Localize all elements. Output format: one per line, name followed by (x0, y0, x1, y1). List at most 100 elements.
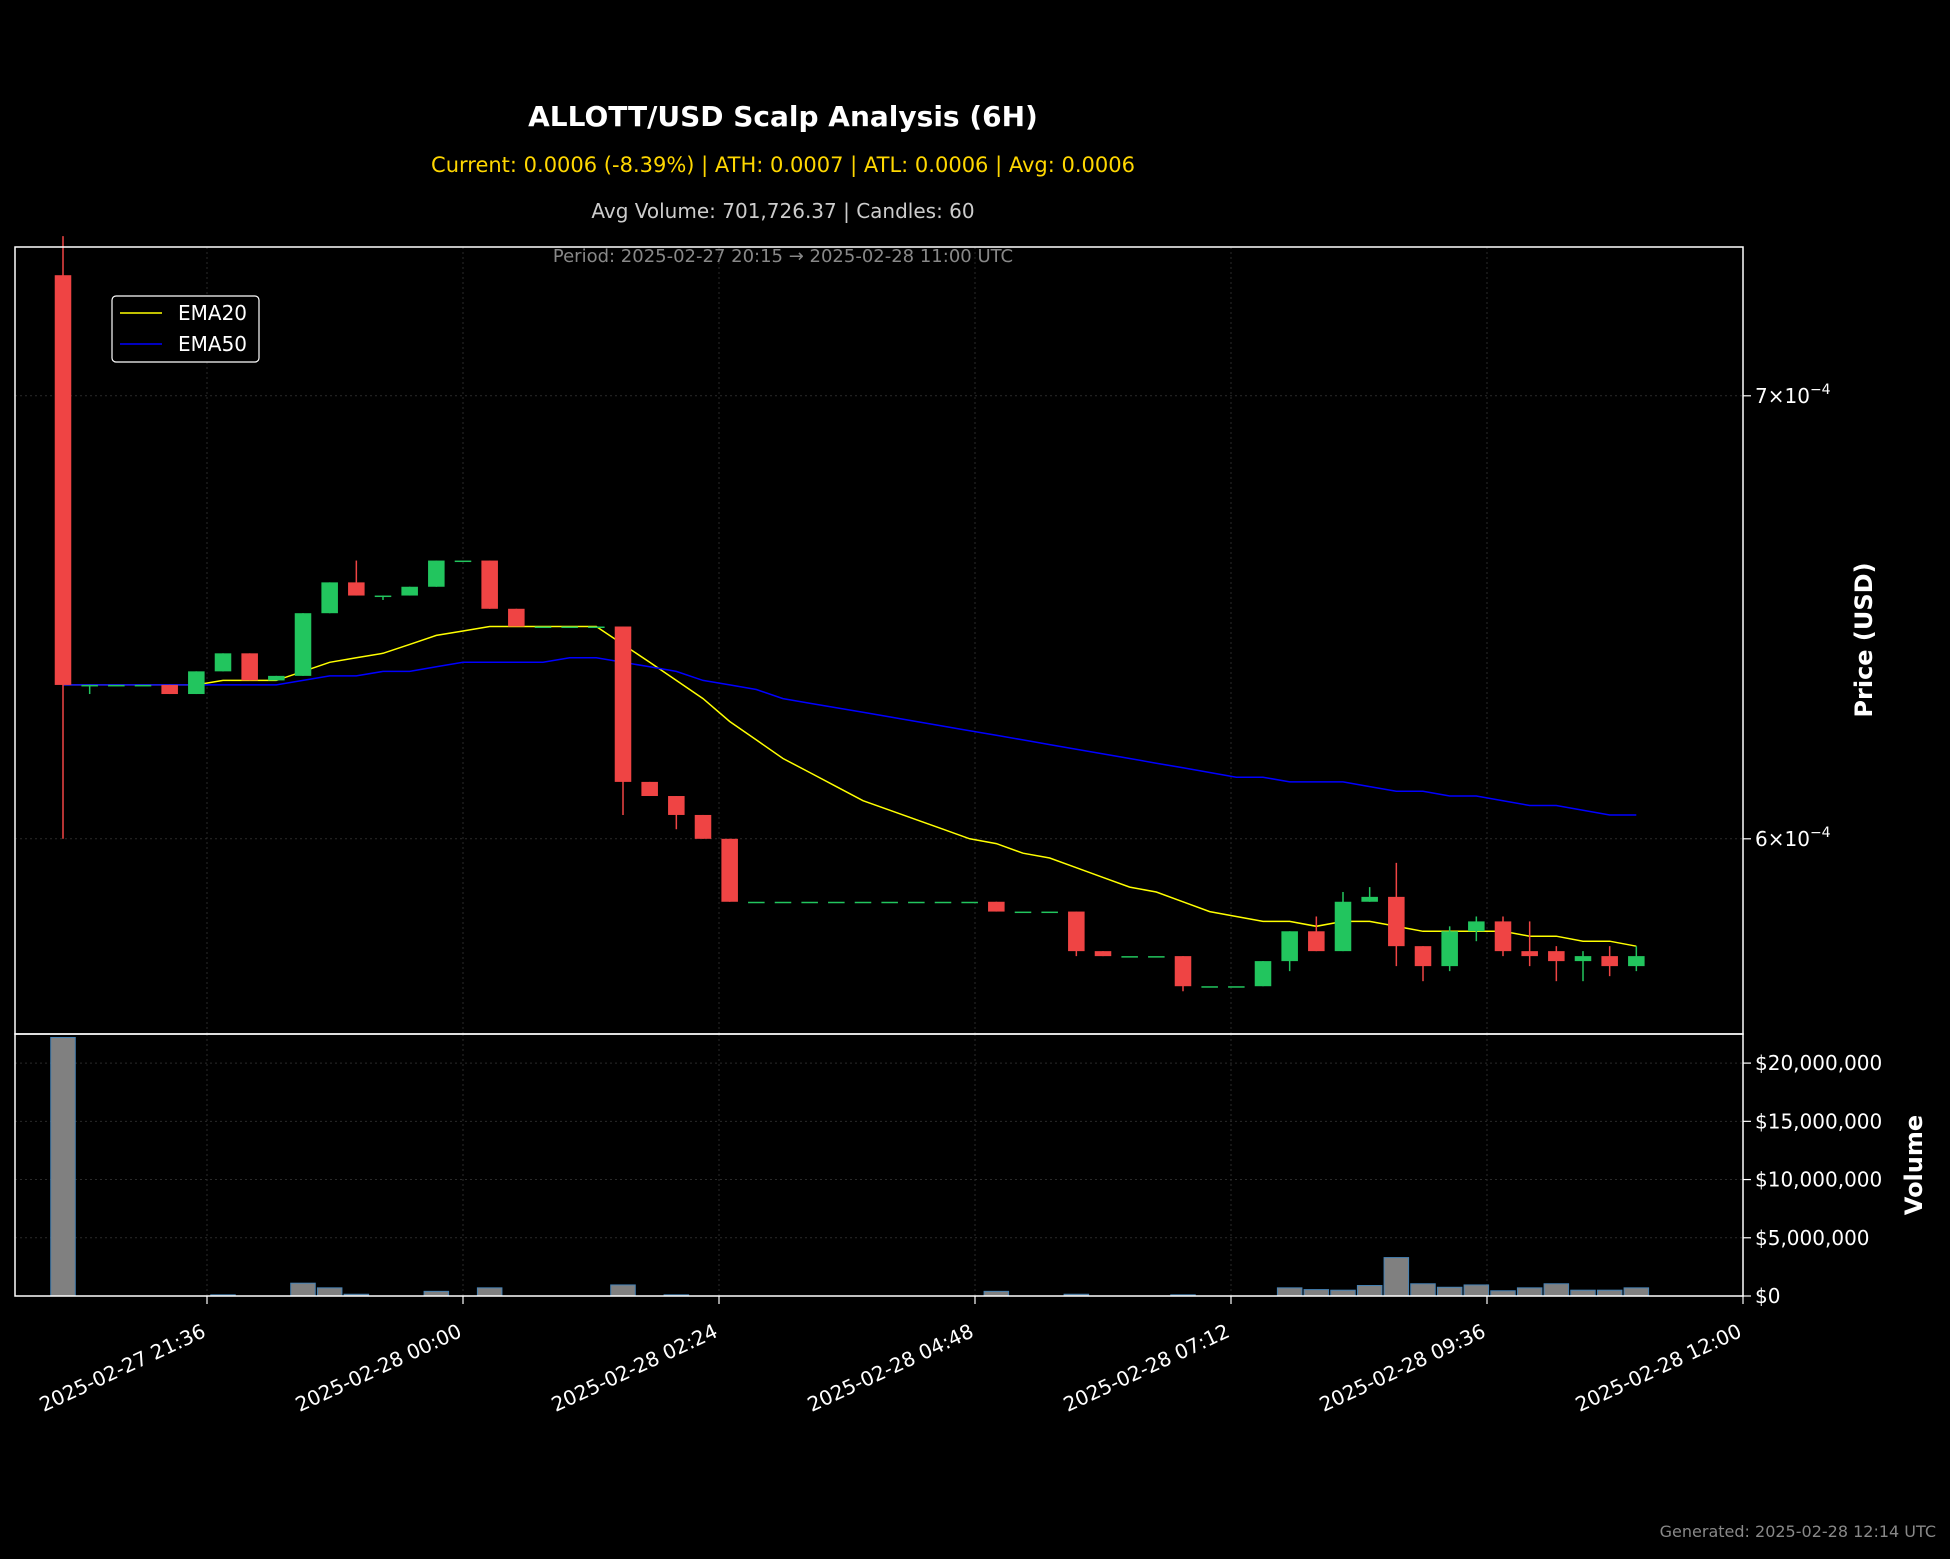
price-panel-frame (14, 246, 1744, 1035)
volume-tick-label: $0 (1755, 1284, 1780, 1308)
candle-body-down (241, 653, 258, 681)
volume-bar (1436, 1286, 1463, 1297)
volume-gridlines (15, 1034, 1744, 1296)
volume-bar (1276, 1287, 1303, 1297)
candle-body-up (1254, 961, 1272, 987)
candle-body-up (1334, 901, 1352, 952)
legend: EMA20 EMA50 (111, 295, 260, 363)
candle-body-up (748, 901, 765, 904)
candle-body-down (54, 275, 72, 685)
x-tick-label: 2025-02-28 09:36 (1316, 1319, 1489, 1417)
volume-bar (50, 1036, 76, 1297)
price-axis: 7×10−4 6×10−4 (1743, 382, 1831, 851)
candle-body-up (1201, 986, 1218, 988)
candle-body-down (1601, 956, 1618, 967)
candle-body-down (641, 781, 658, 797)
candle-body-down (1068, 911, 1085, 952)
volume-bar (1596, 1289, 1623, 1297)
volume-tick-label: $10,000,000 (1755, 1168, 1882, 1192)
price-axis-label: Price (USD) (1850, 562, 1878, 717)
candle-body-up (1014, 911, 1032, 914)
candle-body-down (1388, 896, 1405, 947)
candle-body-up (854, 901, 872, 904)
candle-body-down (1174, 956, 1192, 987)
volume-bar (1570, 1289, 1596, 1297)
candle-body-up (908, 901, 925, 904)
candle-body-up (588, 626, 605, 629)
candle-body-down (1414, 946, 1432, 967)
x-tick-label: 2025-02-28 07:12 (1060, 1319, 1233, 1417)
volume-axis: $0 $5,000,000 $10,000,000 $15,000,000 $20,00… (1743, 1051, 1882, 1308)
volume-bar (1516, 1287, 1543, 1297)
volume-bar (1383, 1257, 1410, 1297)
candle-body-up (81, 684, 98, 687)
candle-body-up (214, 653, 232, 672)
volume-bar (1303, 1289, 1330, 1297)
x-tick-label: 2025-02-28 04:48 (804, 1319, 977, 1417)
period-subtitle: Period: 2025-02-27 20:15 → 2025-02-28 11… (553, 246, 1013, 267)
candle-body-up (321, 582, 338, 614)
candle-body-up (1441, 931, 1458, 967)
candle-body-down (614, 626, 632, 782)
candle-body-up (1468, 921, 1485, 932)
candle-body-up (881, 901, 898, 904)
volume-bars (50, 1036, 1650, 1297)
ema-lines (63, 625, 1637, 947)
candle-body-up (534, 626, 552, 629)
candlesticks (54, 236, 1645, 992)
chart-title: ALLOTT/USD Scalp Analysis (6H) (528, 100, 1038, 133)
candle-body-down (1308, 931, 1325, 952)
candle-body-up (1121, 956, 1138, 958)
chart-stats-subtitle: Current: 0.0006 (-8.39%) | ATH: 0.0007 |… (431, 153, 1135, 178)
volume-bar (610, 1284, 636, 1297)
x-tick-label: 2025-02-28 12:00 (1572, 1319, 1745, 1417)
candle-body-up (428, 560, 445, 587)
candle-body-down (668, 796, 685, 815)
legend-label-ema50: EMA50 (178, 332, 247, 356)
candle-body-down (348, 582, 365, 596)
volume-bar (1543, 1283, 1570, 1297)
time-axis: 2025-02-27 21:36 2025-02-28 00:00 2025-02-… (36, 1296, 1745, 1417)
volume-axis-label: Volume (1900, 1115, 1928, 1215)
volume-bar (476, 1287, 503, 1297)
candle-body-down (481, 560, 498, 609)
x-tick-label: 2025-02-28 02:24 (548, 1319, 721, 1417)
candle-body-up (108, 684, 125, 687)
candle-body-up (268, 675, 285, 681)
candle-body-up (134, 684, 152, 687)
volume-bar (290, 1282, 316, 1297)
candle-body-down (694, 814, 712, 839)
ema50-line (63, 657, 1637, 816)
candle-body-up (1574, 956, 1592, 962)
candle-body-up (934, 901, 952, 904)
candle-body-down (721, 838, 738, 902)
price-tick-label: 7×10−4 (1755, 382, 1831, 408)
candle-body-up (961, 901, 978, 904)
candle-body-up (1148, 956, 1165, 958)
ema20-line (63, 625, 1637, 947)
candle-body-up (374, 595, 392, 598)
price-gridlines (15, 247, 1744, 1034)
volume-bar (1490, 1290, 1516, 1297)
candle-body-down (988, 901, 1005, 912)
candle-body-up (454, 560, 472, 563)
volume-bar (1623, 1287, 1650, 1297)
volume-bar (1356, 1285, 1383, 1297)
candle-body-up (1228, 986, 1245, 988)
generated-timestamp: Generated: 2025-02-28 12:14 UTC (1660, 1522, 1936, 1541)
volume-bar (1410, 1283, 1436, 1297)
candle-body-up (801, 901, 818, 904)
candle-body-down (1548, 951, 1565, 962)
price-tick-label: 6×10−4 (1755, 825, 1831, 851)
candle-body-up (401, 586, 418, 596)
volume-panel-frame (14, 1033, 1744, 1297)
candle-body-up (1628, 956, 1645, 967)
volume-bar (1330, 1289, 1356, 1297)
candle-body-down (508, 608, 525, 627)
candle-body-up (774, 901, 792, 904)
x-tick-label: 2025-02-27 21:36 (36, 1319, 209, 1417)
candle-body-up (1041, 911, 1058, 914)
candle-body-up (1281, 931, 1298, 962)
candle-body-up (561, 626, 578, 629)
